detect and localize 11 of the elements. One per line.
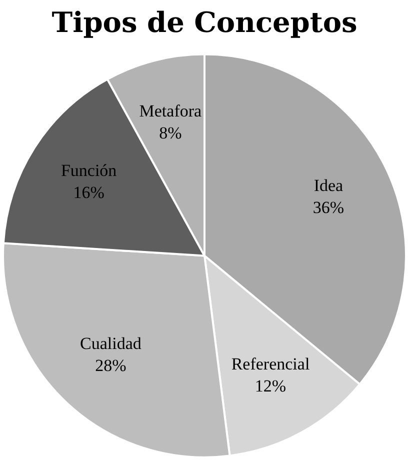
data-label: 36% [312, 198, 344, 217]
data-label: 28% [95, 356, 126, 376]
data-label: 12% [254, 376, 286, 396]
data-label: 16% [73, 182, 104, 202]
data-label: 8% [159, 124, 182, 143]
chart-title: Tipos de Conceptos [52, 6, 358, 40]
slice-label: Función [60, 160, 118, 180]
slice-label: Referencial [231, 354, 310, 374]
slice-label: Idea [314, 176, 344, 195]
slice-label: Metafora [139, 102, 202, 121]
slice-label: Cualidad [80, 334, 142, 354]
